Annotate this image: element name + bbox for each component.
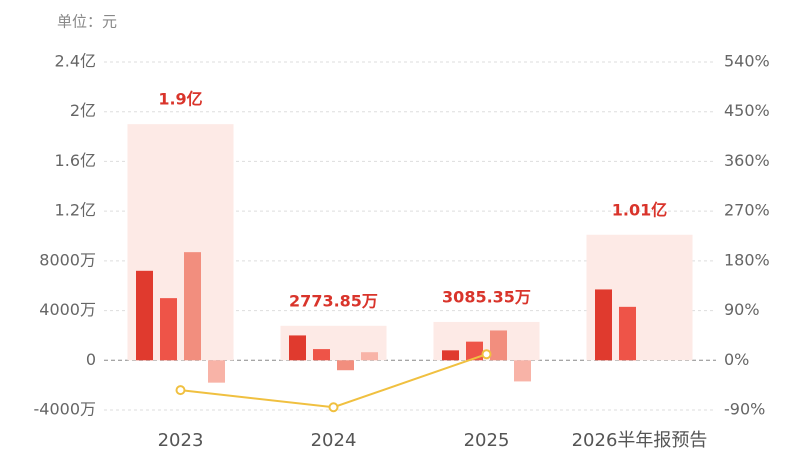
total-label: 3085.35万	[442, 287, 531, 306]
bar	[289, 335, 306, 361]
x-tick-label: 2023	[158, 430, 204, 450]
y2-tick-label: -90%	[724, 400, 765, 419]
bar	[514, 360, 531, 382]
y-tick-label: 4000万	[39, 300, 96, 319]
y2-tick-label: 270%	[724, 201, 770, 220]
y2-tick-label: 540%	[724, 52, 770, 71]
y-tick-label: -4000万	[34, 400, 97, 419]
total-label: 1.01亿	[612, 200, 667, 219]
y-tick-label: 2.4亿	[55, 52, 96, 71]
line-point	[175, 385, 186, 396]
line-point	[481, 349, 492, 360]
bar	[619, 306, 636, 361]
bar	[442, 350, 459, 361]
y2-tick-label: 0%	[724, 350, 749, 369]
y2-tick-label: 360%	[724, 151, 770, 170]
line	[180, 353, 487, 409]
bar	[490, 330, 507, 361]
bar	[208, 360, 225, 383]
bar	[136, 270, 153, 361]
bar	[160, 298, 177, 361]
bar	[184, 252, 201, 361]
y2-tick-label: 450%	[724, 101, 770, 120]
x-tick-label: 2026半年报预告	[572, 430, 708, 450]
y2-tick-label: 90%	[724, 300, 760, 319]
total-label: 2773.85万	[289, 291, 378, 310]
y-tick-label: 1.2亿	[55, 201, 96, 220]
y-tick-label: 0	[86, 350, 96, 369]
y-tick-label: 8000万	[39, 250, 96, 269]
unit-label: 单位：元	[57, 13, 117, 31]
bar	[595, 289, 612, 361]
bar	[466, 341, 483, 361]
y-tick-label: 1.6亿	[55, 151, 96, 170]
bar	[361, 352, 378, 361]
bar	[313, 349, 330, 361]
x-tick-label: 2025	[464, 430, 510, 450]
line-point	[328, 402, 339, 413]
y-tick-label: 2亿	[70, 101, 96, 120]
x-tick-label: 2024	[311, 430, 357, 450]
bar	[337, 360, 354, 371]
total-label: 1.9亿	[158, 90, 202, 109]
y2-tick-label: 180%	[724, 250, 770, 269]
